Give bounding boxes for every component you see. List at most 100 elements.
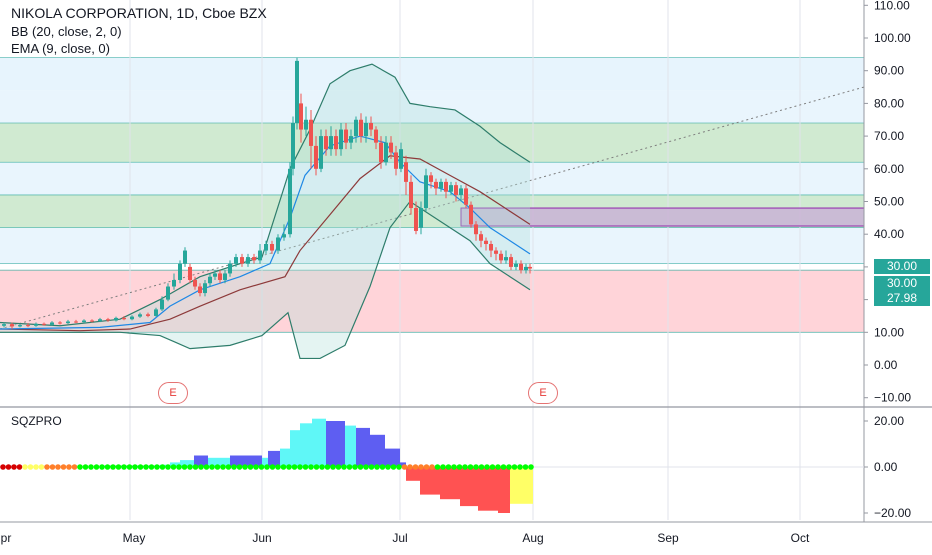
candle-body (10, 324, 14, 327)
histogram-bar (478, 467, 498, 511)
squeeze-dot (99, 464, 105, 470)
candle-body (369, 123, 373, 130)
squeeze-dot (93, 464, 100, 470)
price-axis-label: 110.00 (874, 0, 910, 12)
candle-body (188, 266, 192, 280)
squeeze-dot (275, 464, 281, 470)
squeeze-dot (126, 464, 133, 470)
candle-body (198, 286, 202, 294)
candle-body (309, 119, 313, 146)
candle-body (374, 129, 378, 143)
squeeze-dot (104, 464, 111, 470)
squeeze-dot (302, 464, 309, 470)
squeeze-dot (115, 464, 122, 470)
candle-body (474, 224, 478, 235)
histogram-bar (208, 457, 230, 467)
date-axis-label: Jun (252, 531, 271, 545)
histogram-bar (385, 448, 400, 467)
candle-body (319, 136, 323, 169)
candle-body (354, 119, 358, 137)
candle-body (434, 181, 438, 189)
osc-axis-label: −20.00 (874, 506, 911, 520)
price-axis-label: 100.00 (874, 31, 911, 45)
squeeze-dot (253, 464, 259, 470)
histogram-bar (326, 421, 345, 467)
candle-body (42, 323, 46, 325)
candle-body (419, 208, 423, 228)
candle-body (314, 145, 318, 169)
candle-body (459, 188, 463, 195)
squeeze-dot (148, 464, 155, 470)
candle-body (2, 324, 6, 326)
earnings-badge-may[interactable]: E (158, 382, 188, 404)
squeeze-dot (313, 464, 320, 470)
squeeze-dot (137, 464, 144, 470)
candle-body (404, 162, 408, 182)
candle-body (324, 136, 328, 150)
price-tag-last: 30.00 (874, 259, 930, 274)
candle-body (218, 273, 222, 280)
squeeze-dot (324, 464, 331, 470)
squeeze-dot (121, 464, 127, 470)
squeeze-dot (517, 464, 523, 470)
squeeze-dot (385, 464, 391, 470)
squeeze-dot (429, 464, 435, 470)
squeeze-dot (418, 464, 424, 470)
histogram-bar (180, 460, 194, 467)
histogram-bar (262, 457, 268, 467)
squeeze-dot (165, 464, 171, 470)
candle-body (528, 266, 532, 269)
squeeze-dot (11, 464, 17, 470)
candle-body (58, 322, 62, 324)
candle-body (146, 314, 150, 316)
candle-body (399, 149, 403, 169)
squeeze-dot (209, 464, 215, 470)
squeeze-dot (291, 464, 298, 470)
candle-body (178, 263, 182, 280)
candle-body (50, 322, 54, 325)
squeeze-dot (341, 464, 347, 470)
candle-body (379, 142, 383, 163)
price-zone (0, 227, 864, 264)
candle-body (114, 317, 118, 321)
squeeze-dot (264, 464, 270, 470)
candle-body (524, 266, 528, 271)
candle-body (138, 314, 142, 317)
date-axis-label: pr (1, 531, 12, 545)
date-axis-label: Aug (522, 531, 543, 545)
candle-body (444, 181, 448, 192)
squeeze-dot (456, 464, 463, 470)
candle-body (409, 181, 413, 209)
histogram-bar (356, 427, 370, 467)
squeeze-dot (495, 464, 501, 470)
squeeze-dot (38, 464, 45, 470)
price-axis-label: 70.00 (874, 129, 904, 143)
ema-legend: EMA (9, close, 0) (11, 41, 110, 56)
price-zone (0, 57, 864, 91)
price-tag-low: 27.98 (874, 291, 930, 306)
histogram-bar (420, 467, 440, 495)
squeeze-dot (357, 464, 364, 470)
candle-body (384, 142, 388, 163)
squeeze-dot (60, 464, 67, 470)
squeeze-dot (500, 464, 507, 470)
squeeze-dot (66, 464, 72, 470)
squeeze-dot (159, 464, 166, 470)
squeeze-dot (401, 464, 408, 470)
histogram-bar (194, 455, 208, 467)
candle-body (469, 204, 473, 225)
histogram-bar (230, 455, 262, 467)
squeeze-dot (445, 464, 452, 470)
candle-body (424, 175, 428, 209)
histogram-bar (498, 467, 510, 513)
squeeze-dot (335, 464, 342, 470)
squeeze-dot (225, 464, 232, 470)
squeeze-dot (423, 464, 430, 470)
histogram-bar (440, 467, 460, 500)
earnings-badge-aug[interactable]: E (528, 382, 558, 404)
candle-body (240, 257, 244, 264)
squeeze-dot (478, 464, 485, 470)
candle-body (154, 309, 158, 316)
